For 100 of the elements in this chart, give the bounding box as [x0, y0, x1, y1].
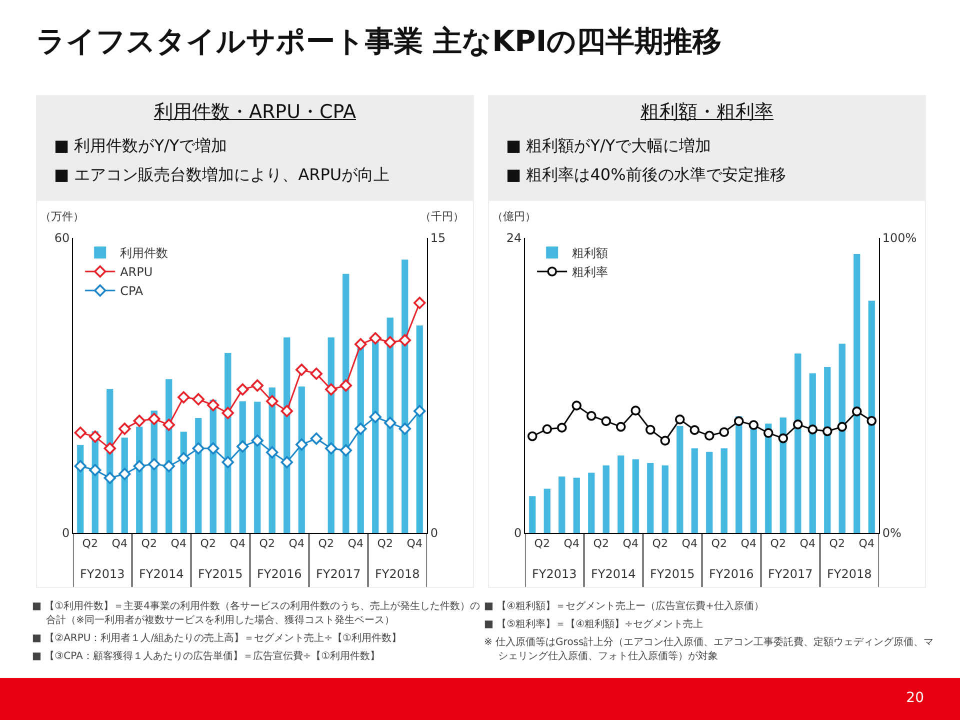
point: [866, 416, 877, 426]
bar: [558, 476, 566, 533]
point: [542, 424, 552, 434]
text: FY2018: [827, 567, 872, 581]
point: [222, 456, 234, 468]
bar: [824, 367, 831, 533]
text: 20: [906, 690, 924, 706]
point: [310, 368, 322, 380]
x-tick-label: Q4: [230, 537, 246, 550]
legend-label: 利用件数: [120, 246, 168, 260]
point: [704, 430, 714, 441]
point: [325, 383, 338, 396]
x-tick-label: Q2: [770, 537, 786, 550]
point: [586, 410, 596, 421]
text: FY2016: [257, 567, 302, 581]
bar: [632, 459, 639, 533]
point: [89, 430, 102, 443]
point: [792, 420, 803, 430]
point: [690, 425, 700, 435]
bar: [691, 448, 698, 533]
point: [616, 422, 626, 432]
y2-tick-label: 0%: [882, 526, 902, 540]
point: [266, 395, 278, 408]
point: [822, 426, 832, 436]
x-tick-label: Q2: [318, 537, 334, 550]
point: [118, 422, 131, 435]
point: [398, 422, 411, 435]
x-tick-label: Q4: [800, 537, 816, 550]
point: [808, 424, 818, 434]
point: [325, 442, 338, 455]
bar: [239, 401, 246, 533]
point: [178, 452, 190, 464]
bar: [838, 344, 846, 533]
point: [674, 414, 685, 424]
point: [734, 416, 744, 426]
y-tick-label: 60: [54, 231, 70, 246]
point: [719, 427, 730, 438]
point: [162, 418, 175, 431]
bar: [298, 386, 305, 533]
bar: [254, 402, 261, 533]
point: [354, 422, 367, 435]
bar: [809, 373, 816, 533]
bar: [794, 354, 802, 533]
chart-title: 利用件数・ARPU・CPA: [152, 100, 358, 125]
x-tick-label: Q4: [564, 537, 580, 550]
text: FY2015: [650, 567, 695, 581]
point: [296, 364, 308, 376]
point: [296, 438, 308, 451]
bar: [647, 462, 654, 533]
point: [384, 336, 396, 348]
x-tick-label: Q2: [652, 537, 668, 550]
x-tick-label: Q4: [170, 537, 186, 550]
point: [222, 406, 234, 420]
chart-subtitle: ■ 粗利額がY/Yで大幅に増加 ■ 粗利率は40%前後の水準で安定推移: [505, 135, 787, 186]
bar: [676, 426, 684, 533]
bar: [195, 418, 202, 533]
point: [660, 436, 670, 446]
point: [398, 334, 411, 346]
point: [104, 442, 116, 455]
point: [133, 414, 146, 427]
point: [527, 431, 538, 442]
x-tick-label: Q4: [348, 537, 364, 550]
point: [236, 440, 249, 453]
legend-label: CPA: [120, 284, 144, 298]
y2-axis-title: （千円）: [420, 210, 464, 223]
x-tick-label: Q2: [829, 537, 845, 550]
text: FY2014: [591, 567, 636, 581]
point: [763, 428, 774, 438]
text: ■ 【⑤粗利率】＝【④粗利額】÷セグメント売上: [484, 618, 704, 632]
point: [280, 404, 293, 418]
point: [74, 460, 86, 472]
x-tick-label: Q4: [112, 537, 128, 550]
bar: [342, 274, 350, 533]
point: [601, 416, 612, 426]
bar: [618, 456, 624, 533]
bar: [544, 488, 550, 533]
chart-title: 粗利額・粗利率: [640, 100, 774, 125]
bar: [602, 465, 610, 533]
point: [104, 472, 116, 484]
point: [89, 464, 102, 476]
x-tick-label: Q2: [377, 537, 393, 550]
point: [369, 332, 382, 344]
point: [778, 433, 788, 444]
point: [178, 391, 190, 404]
point: [266, 446, 278, 458]
point: [251, 434, 264, 447]
legend-label: 粗利率: [572, 265, 608, 280]
point: [369, 410, 382, 424]
point: [251, 379, 264, 392]
point: [556, 422, 567, 433]
text: FY2017: [768, 567, 813, 581]
bar: [357, 345, 364, 533]
x-tick-label: Q4: [406, 537, 422, 550]
y2-tick-label: 15: [430, 231, 446, 246]
legend-label: 粗利額: [572, 246, 608, 260]
x-tick-label: Q4: [622, 537, 638, 550]
text: FY2017: [316, 567, 361, 581]
point: [354, 338, 367, 350]
point: [340, 379, 352, 392]
text: FY2013: [80, 567, 125, 581]
